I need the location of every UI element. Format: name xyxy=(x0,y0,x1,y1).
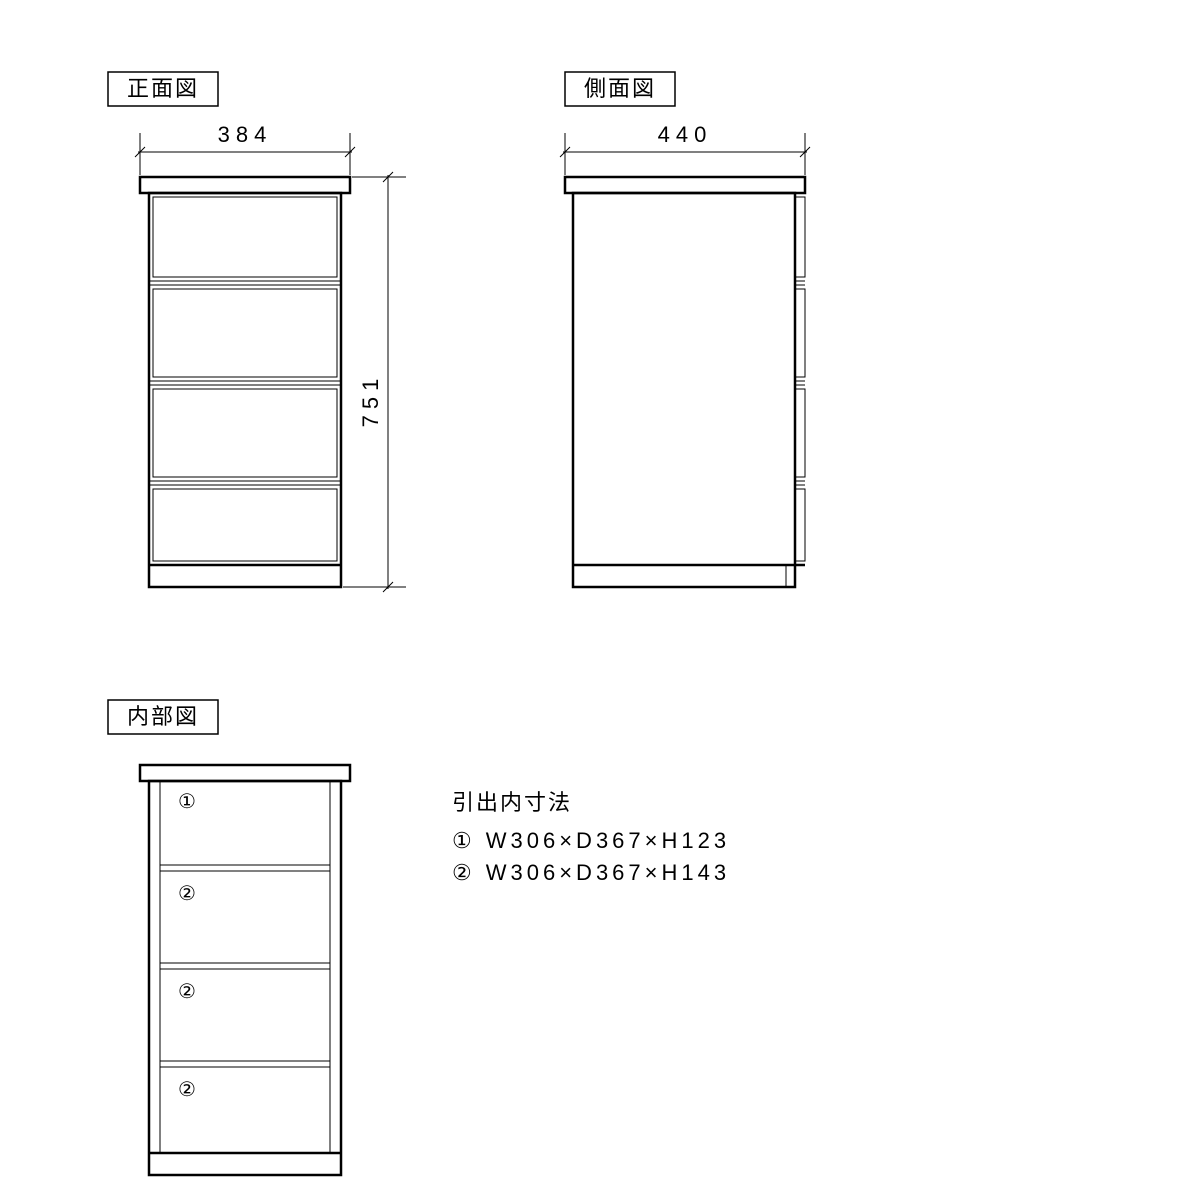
side-width-value: 440 xyxy=(658,122,713,147)
front-view: 正面図 384 xyxy=(108,72,406,592)
internal-label-text: 内部図 xyxy=(127,704,199,729)
internal-elevation: ① ② ② ② xyxy=(140,765,350,1175)
spec-line-2: ②W306×D367×H143 xyxy=(452,860,730,885)
front-height-dim: 751 xyxy=(343,172,406,592)
front-label-text: 正面図 xyxy=(127,76,199,101)
mark-4: ② xyxy=(178,1079,196,1101)
spec-block: 引出内寸法 ①W306×D367×H123 ②W306×D367×H143 xyxy=(452,790,730,885)
front-elevation xyxy=(140,177,350,587)
spec-title: 引出内寸法 xyxy=(452,790,572,815)
front-width-dim: 384 xyxy=(135,122,355,175)
technical-drawing: 正面図 384 xyxy=(0,0,1200,1200)
mark-1: ① xyxy=(178,791,196,813)
internal-view: 内部図 ① ② ② ② xyxy=(108,700,350,1175)
spec-line-1: ①W306×D367×H123 xyxy=(452,828,730,853)
side-width-dim: 440 xyxy=(560,122,810,175)
side-label-text: 側面図 xyxy=(584,76,656,101)
mark-2: ② xyxy=(178,883,196,905)
front-width-value: 384 xyxy=(218,122,273,147)
side-view: 側面図 440 xyxy=(560,72,810,587)
side-elevation xyxy=(565,177,805,587)
front-height-value: 751 xyxy=(358,373,383,428)
mark-3: ② xyxy=(178,981,196,1003)
